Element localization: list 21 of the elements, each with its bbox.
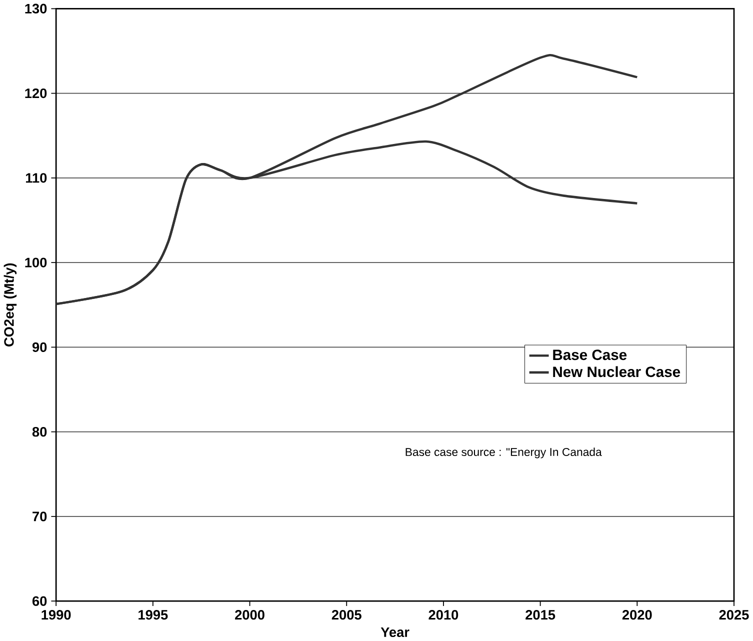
x-tick-label: 1995 [138,610,168,620]
x-axis-title: Year [380,628,410,638]
y-axis-title: CO2eq (Mt/y) [4,263,17,347]
x-tick-label: 2000 [235,610,264,620]
y-tick-label: 100 [25,258,47,268]
x-tick-label: 1990 [42,610,71,620]
x-tick-label: 2010 [428,610,458,620]
x-tick-label: 2015 [526,610,556,620]
y-tick-label: 60 [32,596,47,606]
legend-label: New Nuclear Case [553,366,680,378]
x-tick-label: 2005 [332,610,362,620]
y-tick-label: 110 [26,173,47,183]
y-tick-label: 130 [25,4,47,14]
x-tick-label: 2025 [719,610,749,620]
legend-label: Base Case [553,350,627,360]
annotation: Base case source : "Energy In Canada [406,448,602,458]
y-tick-label: 80 [32,427,47,437]
y-tick-label: 120 [25,88,47,98]
x-tick-label: 2020 [622,610,652,620]
y-tick-label: 70 [32,512,47,522]
y-tick-label: 90 [32,342,47,352]
